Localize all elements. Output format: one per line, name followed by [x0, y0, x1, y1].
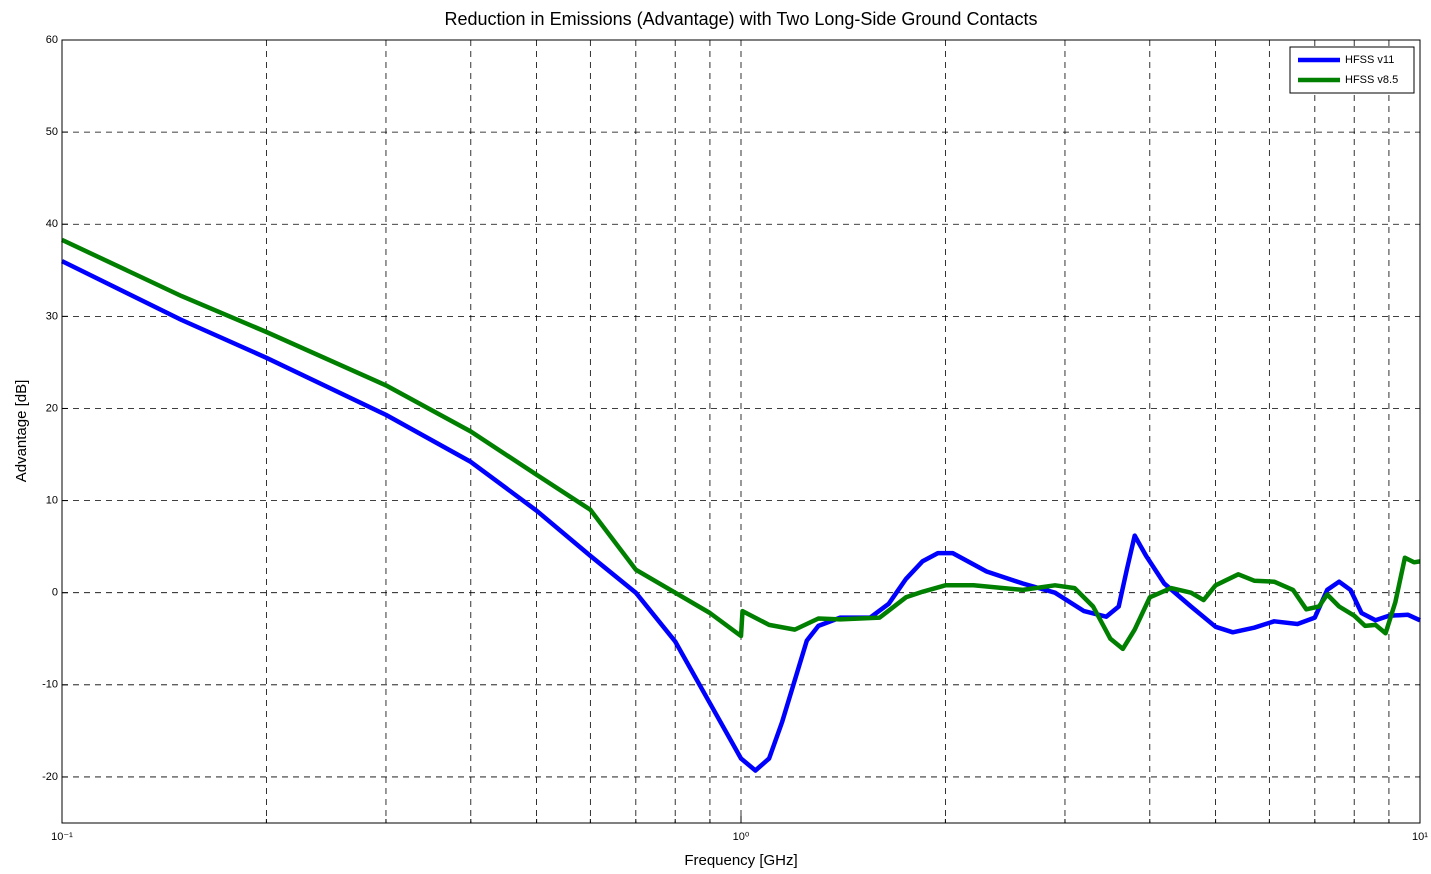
plot-frame: [61, 39, 1421, 824]
x-tick-label: 10¹: [1412, 831, 1428, 843]
x-axis-label: Frequency [GHz]: [684, 852, 797, 869]
y-tick-label: 0: [52, 587, 58, 599]
legend-box: [1289, 46, 1415, 94]
y-tick-label: 40: [46, 218, 58, 230]
y-tick-label: 60: [46, 34, 58, 46]
y-tick-label: 50: [46, 126, 58, 138]
series-line: [61, 259, 1421, 773]
y-tick-label: 30: [46, 310, 58, 322]
x-tick-label: 10⁻¹: [51, 831, 73, 843]
chart-title: Reduction in Emissions (Advantage) with …: [445, 9, 1038, 29]
y-axis-label: Advantage [dB]: [13, 380, 30, 483]
series-line: [61, 237, 1421, 652]
y-tick-label: -20: [42, 771, 58, 783]
y-tick-label: 10: [46, 494, 58, 506]
y-tick-label: 20: [46, 402, 58, 414]
legend-label: HFSS v8.5: [1345, 74, 1398, 86]
legend-label: HFSS v11: [1345, 54, 1394, 66]
x-tick-label: 10⁰: [733, 831, 750, 843]
y-tick-label: -10: [42, 679, 58, 691]
